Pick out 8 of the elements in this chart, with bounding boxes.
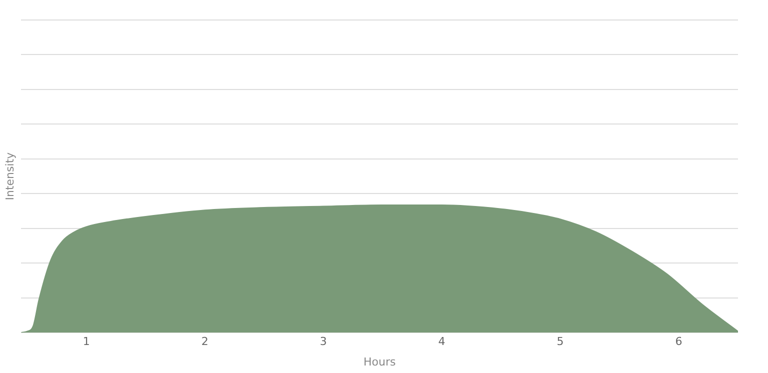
y-axis-title: Intensity: [3, 152, 16, 200]
x-tick-label: 1: [82, 335, 90, 348]
x-tick-label: 6: [675, 335, 682, 348]
x-tick-label: 4: [438, 335, 446, 348]
x-tick-label: 5: [556, 335, 564, 348]
x-tick-label: 3: [320, 335, 327, 348]
x-tick-label: 2: [201, 335, 208, 348]
x-axis-title: Hours: [363, 355, 396, 368]
